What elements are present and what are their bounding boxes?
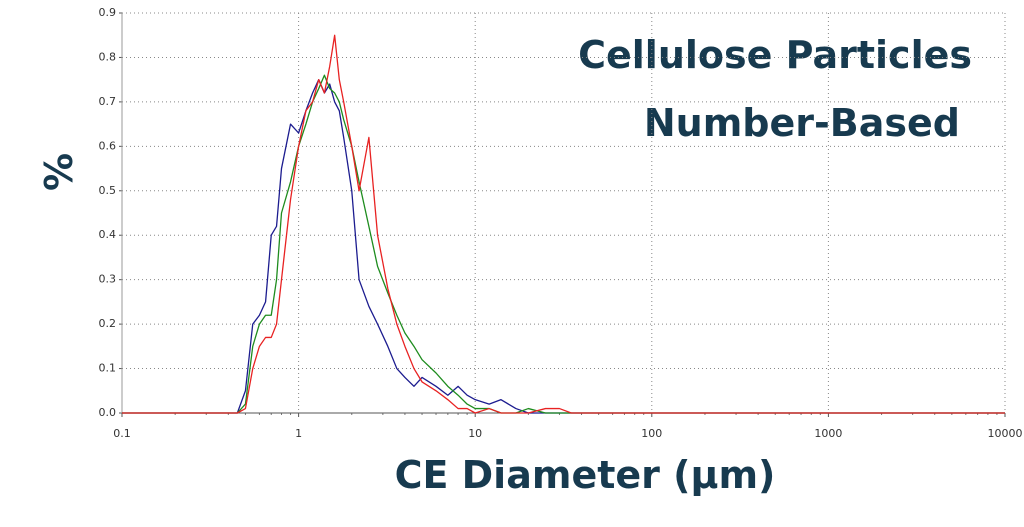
chart-title: Cellulose Particles xyxy=(578,33,972,77)
x-tick-label: 0.1 xyxy=(113,427,131,440)
y-axis-label: % xyxy=(37,153,81,191)
y-tick-label: 0.3 xyxy=(99,273,117,286)
y-tick-label: 0.1 xyxy=(99,362,117,375)
y-tick-label: 0.5 xyxy=(99,184,117,197)
y-tick-label: 0.6 xyxy=(99,139,117,152)
y-tick-label: 0.7 xyxy=(99,95,117,108)
chart-subtitle: Number-Based xyxy=(644,101,960,145)
x-axis-label: CE Diameter (µm) xyxy=(395,453,776,497)
y-tick-label: 0.8 xyxy=(99,50,117,63)
x-tick-label: 10000 xyxy=(988,427,1023,440)
y-tick-label: 0.4 xyxy=(99,228,117,241)
y-tick-label: 0.0 xyxy=(99,406,117,419)
x-tick-label: 10 xyxy=(468,427,482,440)
x-tick-label: 1 xyxy=(295,427,302,440)
y-tick-label: 0.2 xyxy=(99,317,117,330)
series-line xyxy=(122,34,1005,414)
series-line xyxy=(122,79,1005,414)
y-tick-label: 0.9 xyxy=(99,6,117,19)
x-tick-label: 1000 xyxy=(814,427,842,440)
x-tick-label: 100 xyxy=(641,427,662,440)
